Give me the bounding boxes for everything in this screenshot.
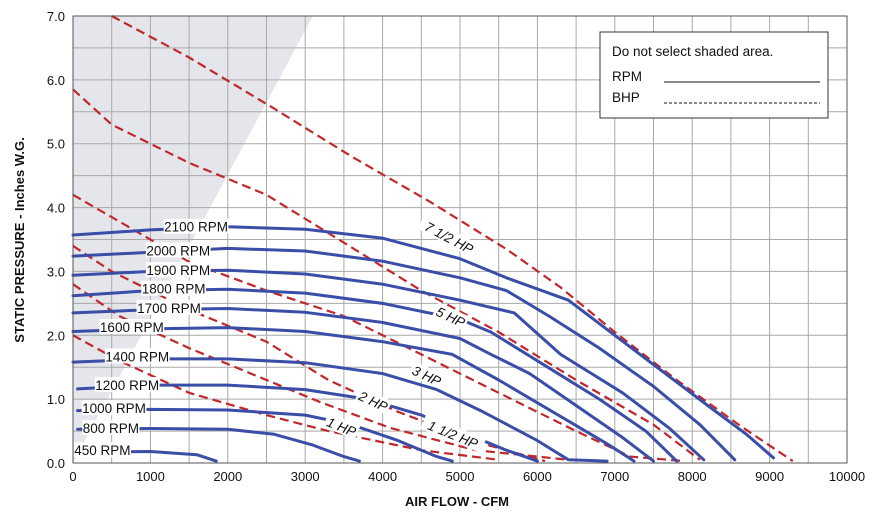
axes: 0 1000 2000 3000 4000 5000 6000 7000 8000 9000 100… xyxy=(47,9,865,484)
x-tick-label: 10000 xyxy=(829,469,865,484)
x-tick-label: 1000 xyxy=(136,469,165,484)
x-tick-label: 4000 xyxy=(368,469,397,484)
rpm-label-1700-rpm: 1700 RPM xyxy=(137,301,201,316)
rpm-label-1800-rpm: 1800 RPM xyxy=(142,282,206,297)
y-tick-label: 4.0 xyxy=(47,201,65,216)
x-tick-label: 6000 xyxy=(523,469,552,484)
bhp-curve-1-1-2-hp xyxy=(72,283,569,461)
rpm-label-1400-rpm: 1400 RPM xyxy=(105,349,169,364)
legend-entry-bhp: BHP xyxy=(612,90,640,105)
x-tick-label: 5000 xyxy=(446,469,475,484)
x-axis-title: AIR FLOW - CFM xyxy=(405,494,509,509)
rpm-curve-1400-rpm xyxy=(71,357,609,463)
rpm-label-1200-rpm: 1200 RPM xyxy=(95,378,159,393)
x-tick-label: 8000 xyxy=(678,469,707,484)
rpm-label-1900-rpm: 1900 RPM xyxy=(146,263,210,278)
rpm-label-bg-1200-rpm xyxy=(94,377,160,393)
y-tick-label: 0.0 xyxy=(47,456,65,471)
bhp-label-bg-3-hp xyxy=(408,360,446,390)
y-tick-label: 5.0 xyxy=(47,137,65,152)
bhp-label-1-1-2-hp: 1 1/2 HP xyxy=(426,418,480,452)
rpm-label-bg-1000-rpm xyxy=(81,400,147,416)
rpm-curve-1700-rpm xyxy=(71,307,655,463)
y-tick-label: 1.0 xyxy=(47,392,65,407)
y-axis-title: STATIC PRESSURE - Inches W.G. xyxy=(12,137,27,342)
rpm-label-1600-rpm: 1600 RPM xyxy=(100,320,164,335)
rpm-label-2000-rpm: 2000 RPM xyxy=(146,243,210,258)
legend: Do not select shaded area. RPM BHP xyxy=(599,31,829,119)
rpm-label-bg-1800-rpm xyxy=(141,280,207,296)
x-tick-label: 0 xyxy=(69,469,76,484)
x-tick-label: 9000 xyxy=(755,469,784,484)
y-tick-label: 3.0 xyxy=(47,264,65,279)
legend-box xyxy=(599,31,829,119)
rpm-label-450-rpm: 450 RPM xyxy=(74,443,130,458)
bhp-label-bg-1-1-2-hp xyxy=(420,414,487,453)
rpm-label-bg-1600-rpm xyxy=(99,318,165,334)
rpm-label-bg-2100-rpm xyxy=(163,218,229,234)
rpm-label-bg-450-rpm xyxy=(73,442,132,458)
bhp-label-5-hp: 5 HP xyxy=(434,304,468,330)
y-tick-label: 7.0 xyxy=(47,9,65,24)
rpm-label-bg-2000-rpm xyxy=(145,242,211,258)
bhp-label-group-1-hp: 1 HP xyxy=(323,412,361,440)
rpm-curve-2000-rpm xyxy=(71,246,737,462)
rpm-label-1000-rpm: 1000 RPM xyxy=(82,401,146,416)
legend-entry-rpm: RPM xyxy=(612,69,642,84)
bhp-label-bg-7-1-2-hp xyxy=(417,215,482,259)
rpm-label-2100-rpm: 2100 RPM xyxy=(164,220,228,235)
rpm-label-800-rpm: 800 RPM xyxy=(83,421,139,436)
bhp-label-bg-1-hp xyxy=(323,412,361,440)
rpm-curve-1600-rpm xyxy=(71,326,636,463)
rpm-label-bg-1900-rpm xyxy=(145,262,211,278)
x-tick-label: 7000 xyxy=(600,469,629,484)
bhp-curve-5-hp xyxy=(72,88,701,461)
bhp-label-group-1-1-2-hp: 1 1/2 HP xyxy=(420,414,487,453)
bhp-label-group-2-hp: 2 HP xyxy=(354,386,393,415)
rpm-curve-800-rpm xyxy=(76,427,361,463)
bhp-label-group-7-1-2-hp: 7 1/2 HP xyxy=(417,215,482,259)
x-tick-label: 3000 xyxy=(291,469,320,484)
rpm-label-bg-1700-rpm xyxy=(136,299,202,315)
bhp-label-bg-5-hp xyxy=(432,302,470,331)
x-tick-label: 2000 xyxy=(213,469,242,484)
plot-frame xyxy=(72,15,848,464)
y-tick-label: 6.0 xyxy=(47,73,65,88)
legend-title: Do not select shaded area. xyxy=(612,44,773,59)
bhp-label-2-hp: 2 HP xyxy=(355,388,389,415)
bhp-label-bg-2-hp xyxy=(354,386,393,415)
bhp-label-1-hp: 1 HP xyxy=(325,414,358,439)
y-tick-label: 2.0 xyxy=(47,328,65,343)
rpm-label-bg-1400-rpm xyxy=(104,348,170,364)
bhp-curve-3-hp xyxy=(72,193,685,463)
rpm-label-bg-800-rpm xyxy=(82,419,140,435)
